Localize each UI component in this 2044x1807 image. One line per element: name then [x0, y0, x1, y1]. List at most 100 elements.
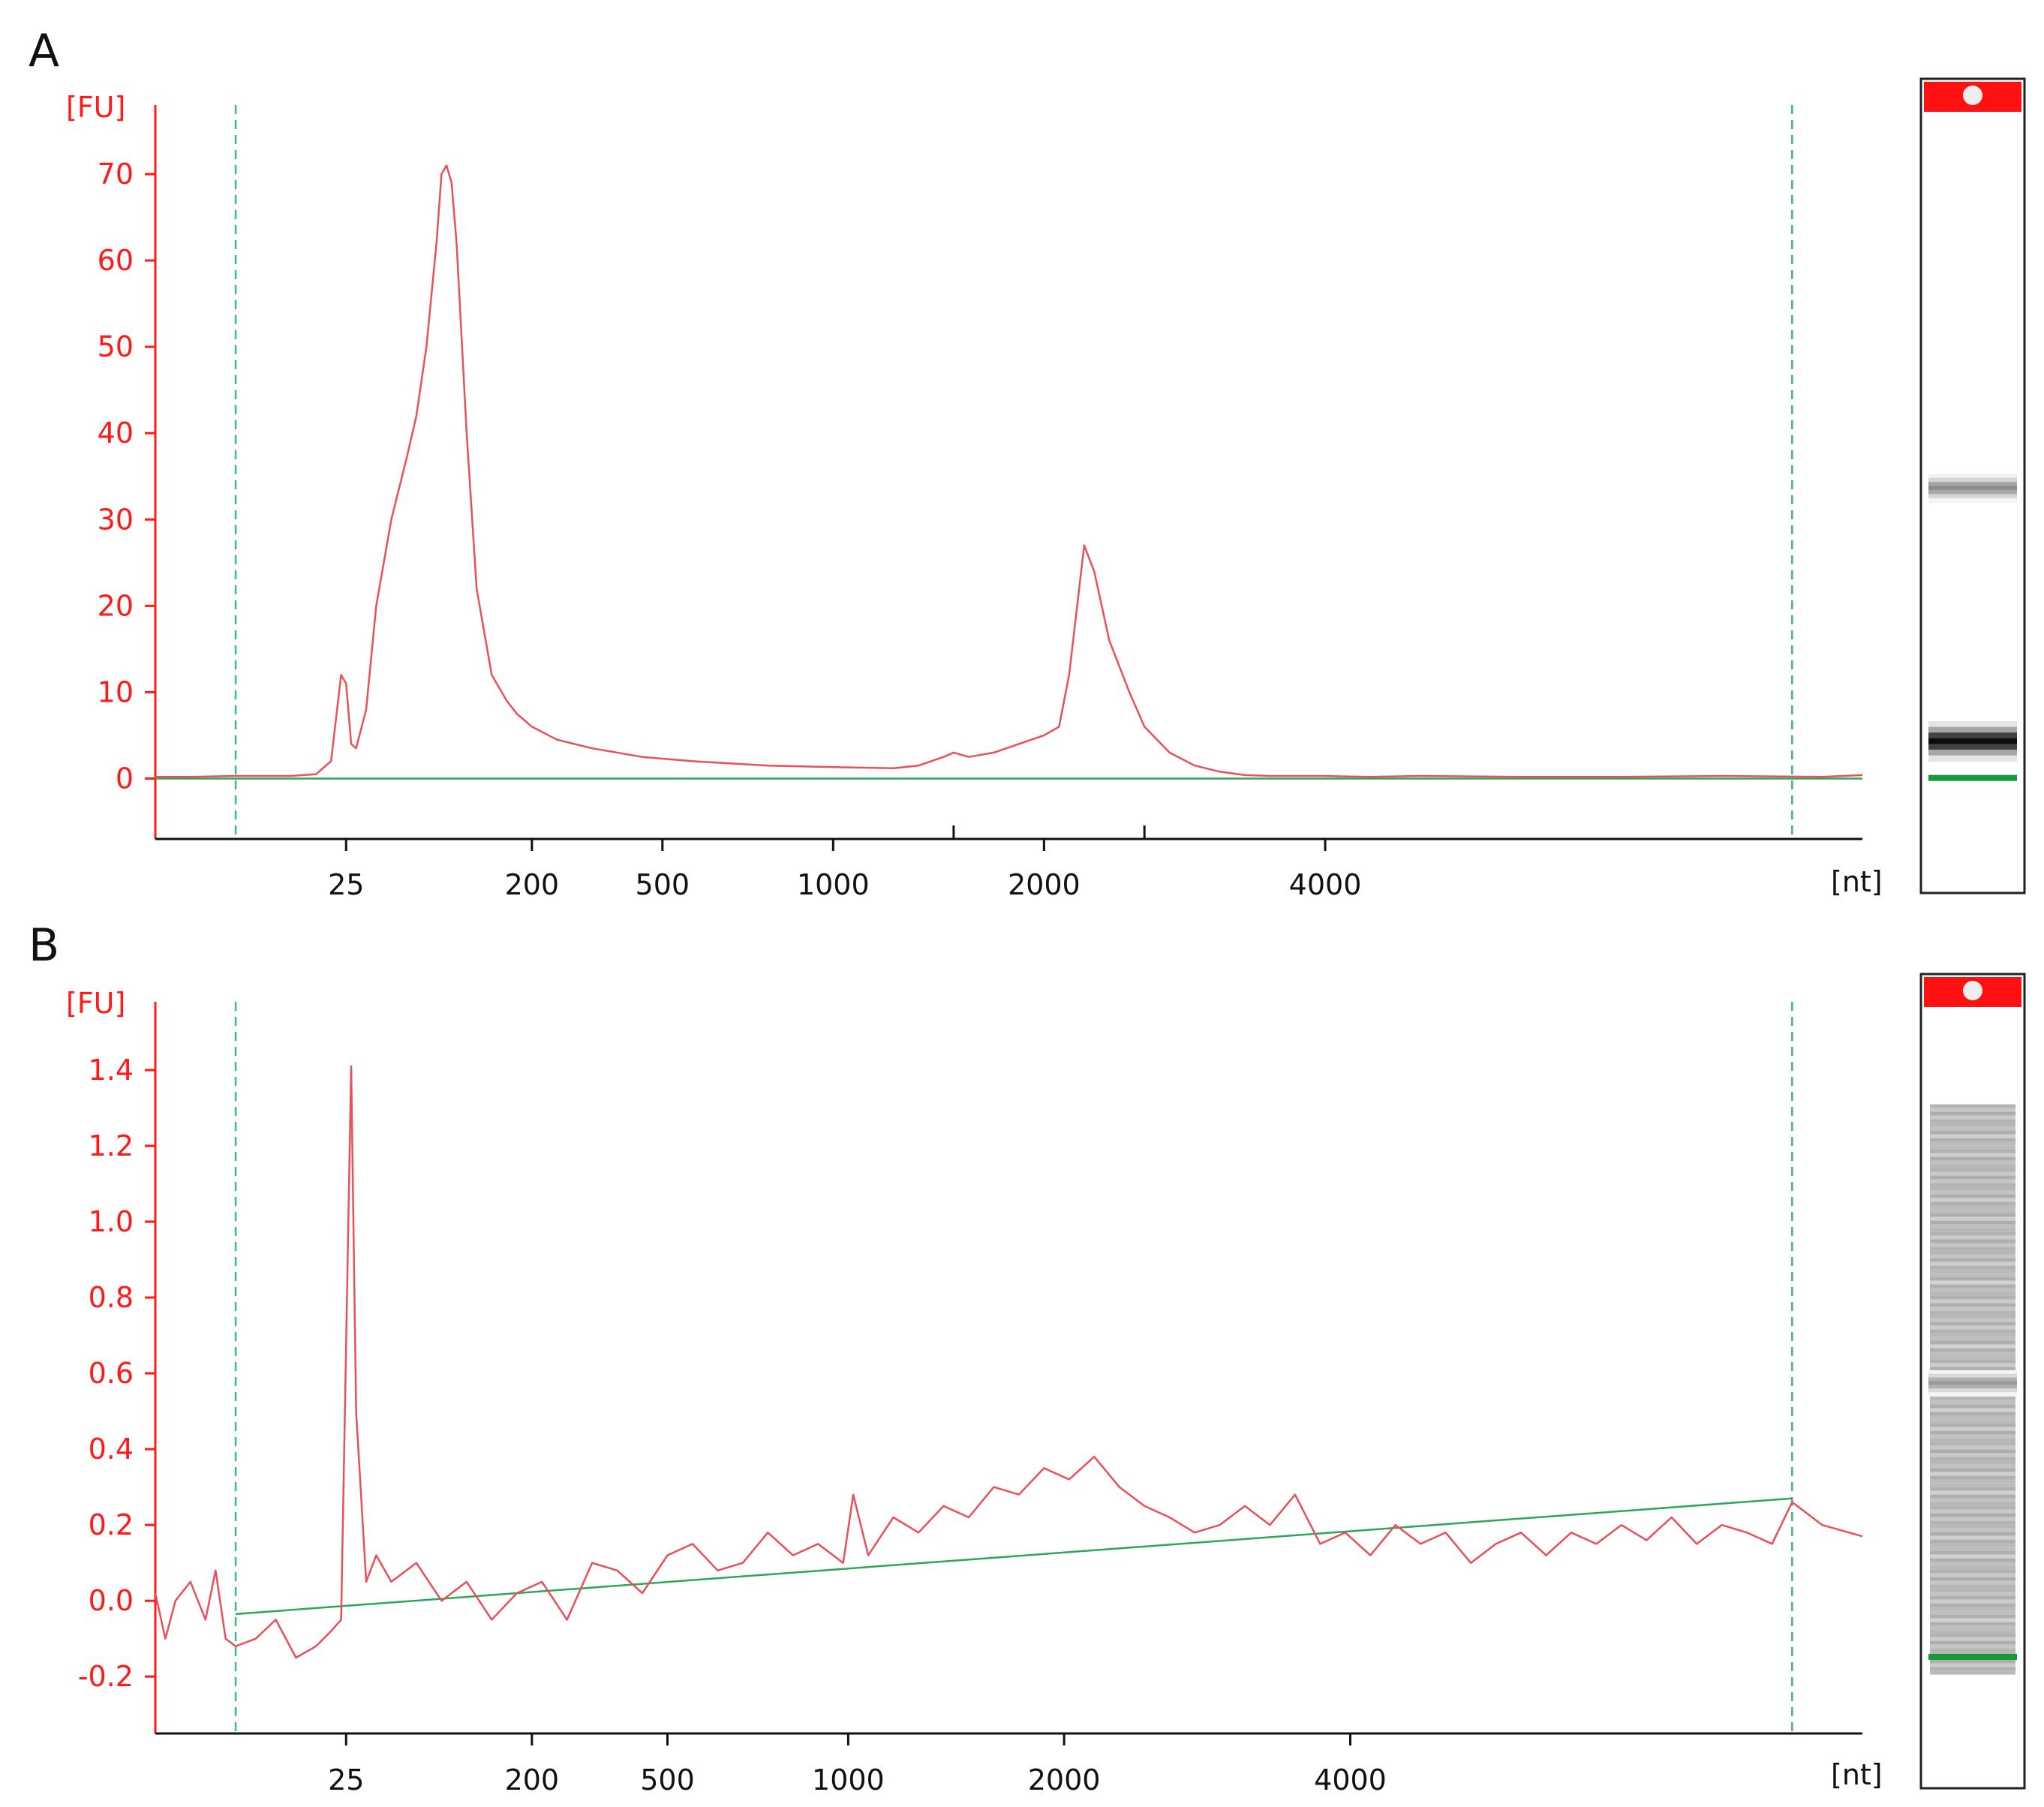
- smear-slice: [1930, 1479, 2015, 1484]
- gel-band-slice: [1928, 755, 2017, 762]
- x-tick-label: 1000: [812, 1763, 885, 1796]
- smear-slice: [1930, 1607, 2015, 1611]
- gel-band-slice: [1928, 498, 2017, 504]
- x-tick-label: 25: [328, 1763, 364, 1796]
- y-tick-label: 20: [98, 589, 134, 622]
- smear-slice: [1930, 1490, 2015, 1495]
- smear-slice: [1930, 1588, 2015, 1592]
- smear-slice: [1930, 1419, 2015, 1424]
- smear-slice: [1930, 1528, 2015, 1532]
- smear-slice: [1930, 1153, 2015, 1157]
- y-tick-label: 70: [98, 158, 134, 191]
- smear-slice: [1930, 1584, 2015, 1589]
- smear-slice: [1930, 1239, 2015, 1243]
- smear-slice: [1930, 1179, 2015, 1183]
- smear-slice: [1930, 1659, 2015, 1664]
- smear-slice: [1930, 1329, 2015, 1333]
- smear-slice: [1930, 1509, 2015, 1514]
- y-tick-label: 0.4: [89, 1433, 134, 1466]
- smear-slice: [1930, 1115, 2015, 1120]
- smear-slice: [1930, 1250, 2015, 1255]
- smear-slice: [1930, 1175, 2015, 1180]
- smear-slice: [1930, 1513, 2015, 1517]
- smear-slice: [1930, 1562, 2015, 1566]
- panel-b: B [FU] [nt] 1.4 1.2 1.0 0.8 0.6 0.4 0.2 0.0 -0.2…: [29, 919, 1883, 1796]
- lane-marker-band: [1928, 774, 2017, 781]
- y-tick-label: 1.2: [89, 1129, 134, 1162]
- smear-slice: [1930, 1273, 2015, 1277]
- x-axis-unit-label: [nt]: [1831, 1758, 1883, 1791]
- smear-slice: [1930, 1168, 2015, 1172]
- smear-slice: [1930, 1442, 2015, 1446]
- smear-slice: [1930, 1111, 2015, 1116]
- smear-slice: [1930, 1224, 2015, 1228]
- smear-slice: [1930, 1231, 2015, 1236]
- smear-slice: [1930, 1280, 2015, 1285]
- plot-area: [154, 105, 1863, 840]
- smear-slice: [1930, 1487, 2015, 1491]
- x-axis-unit-label: [nt]: [1831, 865, 1883, 898]
- smear-slice: [1930, 1171, 2015, 1176]
- smear-slice: [1930, 1269, 2015, 1273]
- gel-band-slice: [1928, 1388, 2017, 1394]
- y-tick-label: 0.6: [89, 1357, 134, 1390]
- y-tick-label: -0.2: [78, 1660, 134, 1693]
- gel-band-slice: [1928, 477, 2017, 483]
- y-axis-ticks: 1.4 1.2 1.0 0.8 0.6 0.4 0.2 0.0 -0.2: [78, 1054, 155, 1693]
- signal-trace: [155, 164, 1863, 778]
- x-tick-label: 4000: [1314, 1763, 1387, 1796]
- smear-slice: [1930, 1547, 2015, 1551]
- smear-slice: [1930, 1565, 2015, 1570]
- gel-band-slice: [1928, 474, 2017, 479]
- smear-slice: [1930, 1359, 2015, 1364]
- smear-slice: [1930, 1318, 2015, 1322]
- y-tick-label: 0.0: [89, 1584, 134, 1617]
- smear-slice: [1930, 1434, 2015, 1439]
- smear-slice: [1930, 1216, 2015, 1221]
- smear-slice: [1930, 1194, 2015, 1198]
- smear-slice: [1930, 1351, 2015, 1356]
- gel-band-slice: [1928, 494, 2017, 499]
- smear-slice: [1930, 1457, 2015, 1461]
- smear-slice: [1930, 1569, 2015, 1574]
- smear-slice: [1930, 1190, 2015, 1195]
- gel-band-slice: [1928, 1377, 2017, 1382]
- smear-slice: [1930, 1464, 2015, 1469]
- y-tick-label: 1.4: [89, 1054, 134, 1087]
- gel-band-slice: [1928, 489, 2017, 495]
- smear-slice: [1930, 1145, 2015, 1150]
- smear-slice: [1930, 1344, 2015, 1348]
- gel-band-slice: [1928, 721, 2017, 728]
- smear-slice: [1930, 1430, 2015, 1435]
- smear-slice: [1930, 1648, 2015, 1652]
- smear-slice: [1930, 1438, 2015, 1442]
- smear-slice: [1930, 1261, 2015, 1266]
- gel-band-slice: [1928, 750, 2017, 756]
- smear-slice: [1930, 1134, 2015, 1138]
- smear-slice: [1930, 1603, 2015, 1607]
- smear-slice: [1930, 1367, 2015, 1371]
- gel-band-slice: [1928, 482, 2017, 487]
- smear-slice: [1930, 1243, 2015, 1247]
- smear-slice: [1930, 1130, 2015, 1135]
- smear-slice: [1930, 1520, 2015, 1525]
- x-tick-label: 25: [328, 868, 364, 901]
- smear-slice: [1930, 1183, 2015, 1187]
- smear-slice: [1930, 1453, 2015, 1457]
- smear-slice: [1930, 1573, 2015, 1577]
- well-dot: [1963, 86, 1982, 105]
- gel-lane-b: [1919, 973, 2026, 1790]
- y-tick-label: 50: [98, 330, 134, 363]
- smear-slice: [1930, 1198, 2015, 1202]
- y-tick-label: 30: [98, 503, 134, 536]
- smear-slice: [1930, 1220, 2015, 1225]
- smear-slice: [1930, 1299, 2015, 1303]
- smear-slice: [1930, 1517, 2015, 1521]
- smear-slice: [1930, 1295, 2015, 1300]
- x-axis-ticks: 25 200 500 1000 2000 4000: [328, 825, 1361, 901]
- smear-slice: [1930, 1119, 2015, 1123]
- smear-slice: [1930, 1550, 2015, 1555]
- gel-band-slice: [1928, 738, 2017, 745]
- smear-slice: [1930, 1306, 2015, 1311]
- smear-slice: [1930, 1314, 2015, 1318]
